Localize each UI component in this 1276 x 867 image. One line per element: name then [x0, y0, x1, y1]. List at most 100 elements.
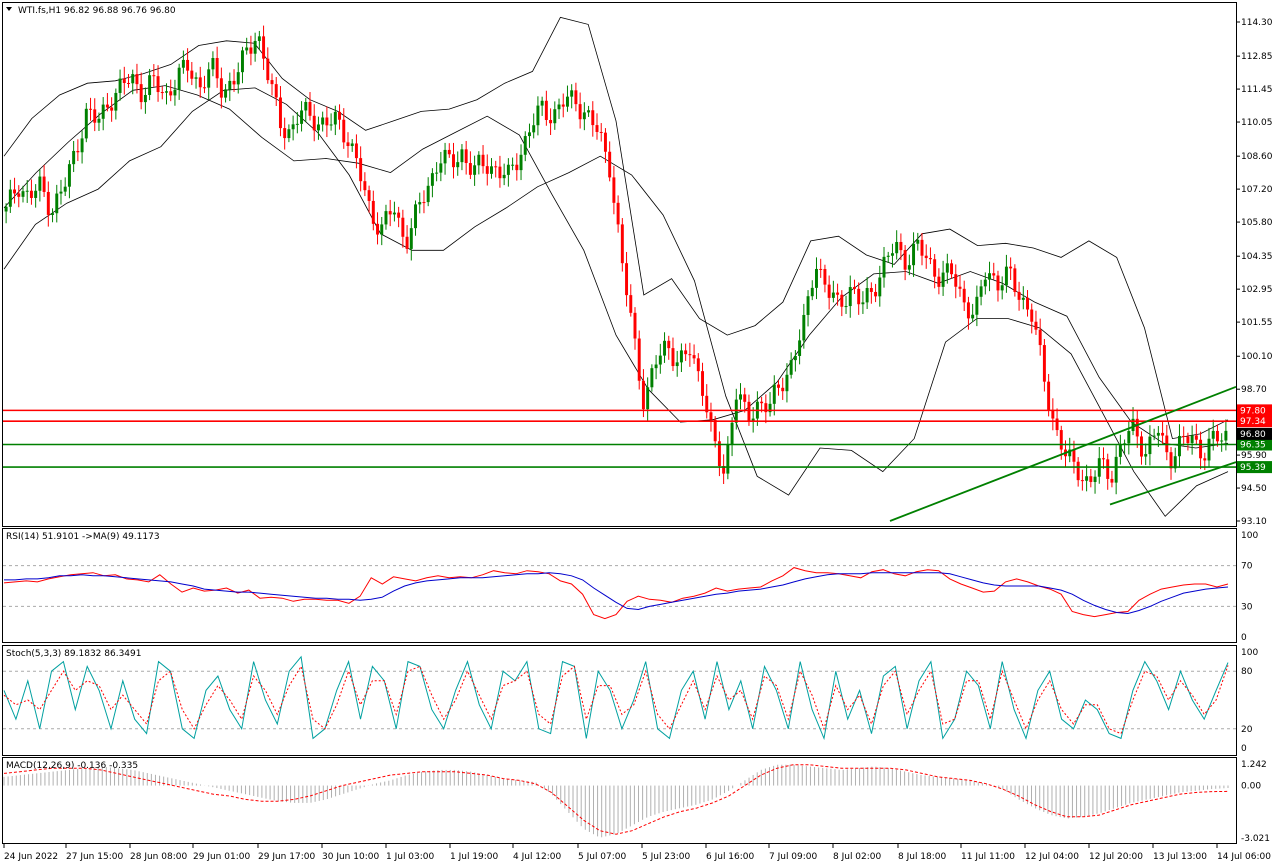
dropdown-triangle-icon[interactable] [6, 7, 12, 11]
candle-body [1110, 478, 1114, 483]
candle-body [1059, 430, 1063, 450]
candle [705, 384, 709, 419]
candle-body [890, 253, 894, 256]
time-axis-label: 11 Jul 11:00 [961, 852, 1015, 862]
candle-body [8, 189, 12, 207]
candle [63, 177, 67, 197]
candle-body [802, 314, 806, 341]
candle [304, 97, 308, 123]
candle [983, 272, 987, 295]
candle [203, 75, 206, 94]
candle [346, 132, 350, 158]
candle [139, 72, 143, 110]
candle [916, 232, 920, 251]
candle [262, 25, 266, 70]
time-axis-label: 24 Jun 2022 [4, 852, 58, 862]
candle-body [599, 131, 603, 133]
candle-body [1055, 418, 1059, 431]
candle-body [565, 96, 569, 107]
candle-body [1000, 285, 1004, 291]
resistance-price-tag [1237, 404, 1272, 417]
candle-body [701, 371, 705, 396]
candle [287, 124, 291, 143]
candle [321, 111, 325, 132]
stoch-d-line [3, 665, 1229, 735]
candle [979, 279, 983, 306]
candle [1000, 276, 1004, 300]
candle [278, 86, 282, 137]
candle [169, 79, 173, 102]
candle-body [380, 224, 384, 235]
candle [1106, 453, 1110, 490]
candle-body [713, 419, 717, 442]
candle [869, 282, 873, 304]
candle [962, 280, 966, 312]
candle-body [1093, 476, 1097, 483]
candle-body [367, 190, 371, 201]
candle-body [253, 40, 257, 54]
candle-body [422, 202, 426, 204]
candle [93, 98, 97, 132]
candle [865, 277, 869, 310]
candle [114, 88, 118, 120]
candle-body [739, 394, 742, 400]
candle [401, 209, 405, 248]
stoch-pane[interactable]: 100 80 20 0 [3, 648, 1258, 754]
candle [785, 363, 789, 403]
candle-body [135, 74, 139, 85]
candle-body [21, 191, 25, 197]
candle [101, 97, 105, 131]
time-axis-label: 1 Jul 03:00 [386, 852, 435, 862]
candle [806, 290, 810, 327]
candle-body [460, 149, 464, 163]
candle-body [1013, 268, 1017, 292]
candle-body [587, 110, 591, 113]
candle-body [173, 89, 177, 96]
candle [928, 247, 932, 265]
candle-body [426, 185, 430, 203]
macd-pane[interactable]: 1.242 0.00 -3.021 [3, 760, 1270, 844]
candle [553, 101, 557, 130]
macd-axis-label: 0.00 [1241, 782, 1261, 792]
candle [257, 30, 261, 50]
candle [249, 35, 253, 66]
candle-body [671, 348, 675, 367]
candle-body [266, 58, 270, 81]
candle-body [198, 77, 202, 88]
pane-frames [2, 2, 1237, 844]
candle [494, 160, 498, 178]
candle [920, 233, 924, 266]
candle [511, 157, 515, 171]
candle-body [1194, 435, 1198, 440]
rsi-pane[interactable]: 100 70 30 0 [3, 531, 1258, 643]
rsi-ma-line [4, 572, 1229, 615]
candle-body [722, 466, 726, 474]
candle-body [886, 255, 890, 257]
candle-body [836, 292, 840, 295]
time-axis-label: 14 Jul 06:00 [1217, 852, 1271, 862]
price-pane[interactable]: 114.30 112.85 111.45 110.05 108.60 107.20 105.… [3, 16, 1273, 527]
resistance-price-tag-text: 97.34 [1240, 417, 1266, 427]
candle [629, 284, 633, 317]
candle-body [625, 263, 629, 296]
candle [996, 270, 1000, 302]
candle [274, 76, 278, 107]
price-axis-label: 108.60 [1241, 152, 1273, 162]
candle [380, 216, 384, 246]
candle [143, 87, 147, 114]
candle [810, 280, 814, 301]
candle-body [544, 100, 548, 120]
stoch-axis-label: 20 [1241, 725, 1253, 735]
candle [815, 257, 818, 300]
price-axis-label: 101.55 [1241, 318, 1273, 328]
price-axis-label: 100.10 [1241, 352, 1273, 362]
candle-body [553, 109, 557, 124]
candle-body [848, 287, 852, 307]
candle-body [726, 444, 730, 474]
candle [848, 275, 852, 318]
candle-body [1148, 436, 1152, 455]
candle [739, 383, 742, 410]
candle [181, 50, 185, 74]
candle [1207, 427, 1211, 468]
